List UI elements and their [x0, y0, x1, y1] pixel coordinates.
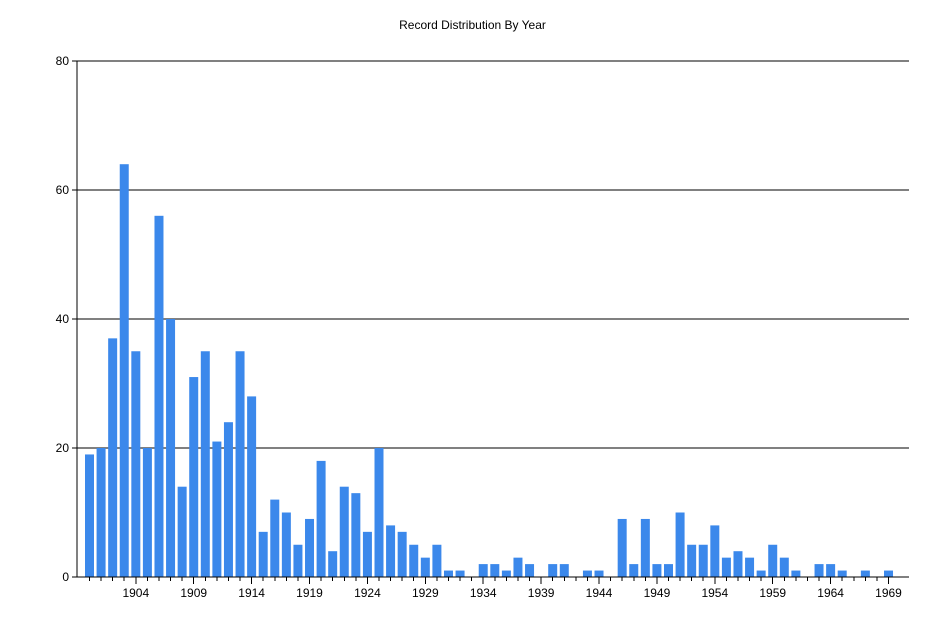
- bar: [826, 564, 836, 577]
- bar: [420, 557, 430, 577]
- bar: [189, 377, 199, 577]
- chart-title: Record Distribution By Year: [399, 18, 546, 32]
- bar: [166, 319, 176, 577]
- bar: [860, 570, 870, 577]
- bar: [177, 486, 187, 577]
- bar: [397, 531, 407, 577]
- bar: [791, 570, 801, 577]
- x-tick-label: 1929: [412, 586, 439, 600]
- bar: [768, 544, 778, 577]
- bar: [85, 454, 94, 577]
- bar: [293, 544, 303, 577]
- bar: [443, 570, 453, 577]
- bar: [837, 570, 847, 577]
- y-tick-label: 80: [56, 54, 70, 68]
- y-tick-label: 40: [56, 312, 70, 326]
- bar: [779, 557, 789, 577]
- bar: [339, 486, 349, 577]
- bar: [108, 338, 118, 577]
- x-tick-label: 1949: [644, 586, 671, 600]
- bar: [559, 564, 569, 577]
- bar: [281, 512, 291, 577]
- y-tick-label: 60: [56, 183, 70, 197]
- x-tick-label: 1909: [180, 586, 207, 600]
- bar: [270, 499, 280, 577]
- bars: [85, 164, 894, 578]
- bar: [235, 351, 245, 577]
- bar: [154, 215, 164, 578]
- bar: [247, 396, 257, 577]
- x-tick-label: 1914: [238, 586, 265, 600]
- bar: [119, 164, 129, 577]
- bar: [617, 518, 627, 577]
- bar: [664, 564, 673, 577]
- bar: [698, 544, 708, 577]
- bar: [131, 351, 141, 577]
- y-tick-label: 0: [62, 570, 69, 584]
- bar: [582, 570, 592, 577]
- bar: [223, 422, 233, 577]
- x-tick-label: 1919: [296, 586, 323, 600]
- bar: [594, 570, 604, 577]
- x-tick-label: 1959: [759, 586, 786, 600]
- bar: [328, 551, 338, 577]
- bar: [721, 557, 731, 577]
- bar: [258, 531, 268, 577]
- bar: [733, 551, 743, 577]
- bar: [756, 570, 766, 577]
- bar: [96, 448, 106, 577]
- bar: [455, 570, 465, 577]
- bar: [316, 460, 326, 577]
- bar: [200, 351, 210, 577]
- x-tick-label: 1939: [528, 586, 555, 600]
- bar: [710, 525, 720, 577]
- bar: [305, 518, 315, 577]
- bar: [629, 564, 639, 577]
- bar: [142, 448, 152, 577]
- bar: [351, 493, 361, 577]
- bar: [884, 570, 894, 577]
- bar: [490, 564, 500, 577]
- bar: [501, 570, 511, 577]
- bar: [478, 564, 488, 577]
- bar: [362, 531, 372, 577]
- x-tick-label: 1964: [817, 586, 844, 600]
- x-tick-label: 1904: [122, 586, 149, 600]
- y-axis-ticks: 0 20 40 60 80: [56, 54, 77, 584]
- x-tick-label: 1969: [875, 586, 902, 600]
- y-tick-label: 20: [56, 441, 70, 455]
- x-tick-label: 1954: [701, 586, 728, 600]
- bar: [745, 557, 755, 577]
- x-tick-label: 1924: [354, 586, 381, 600]
- bar: [212, 441, 222, 577]
- bar: [513, 557, 523, 577]
- bar: [548, 564, 558, 577]
- x-tick-label: 1944: [586, 586, 613, 600]
- bar: [386, 525, 396, 577]
- bar: [675, 512, 685, 577]
- bar: [525, 564, 535, 577]
- x-tick-label: 1934: [470, 586, 497, 600]
- bar: [374, 448, 384, 577]
- bar: [652, 564, 662, 577]
- bar: [432, 544, 442, 577]
- bar: [814, 564, 824, 577]
- bar: [409, 544, 419, 577]
- bar: [640, 518, 650, 577]
- bar: [687, 544, 697, 577]
- x-axis-ticks: 1904 1909 1914 1919 1924 1929 1934 1939 1944 1949…: [89, 577, 902, 600]
